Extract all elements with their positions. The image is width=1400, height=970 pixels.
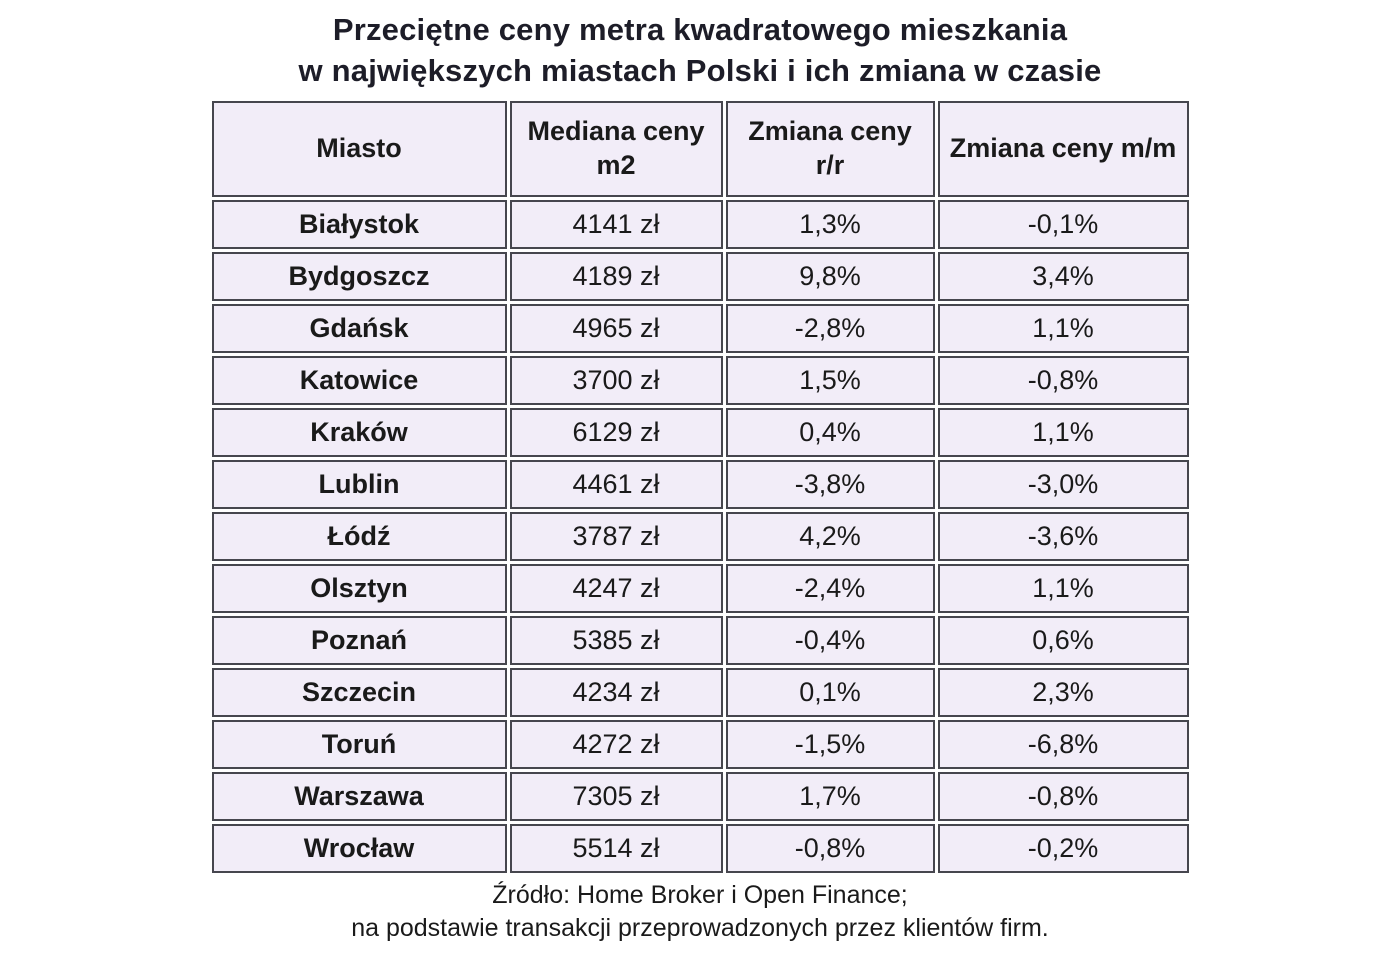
- value-cell: 1,1%: [937, 407, 1189, 457]
- page-title-line-2: w największych miastach Polski i ich zmi…: [298, 52, 1102, 88]
- value-cell: 0,4%: [725, 407, 935, 457]
- value-cell: -3,8%: [725, 459, 935, 509]
- city-cell: Białystok: [211, 199, 507, 249]
- value-cell: -0,8%: [725, 823, 935, 873]
- city-cell: Warszawa: [211, 771, 507, 821]
- city-cell: Bydgoszcz: [211, 251, 507, 301]
- page-title-line-1: Przeciętne ceny metra kwadratowego miesz…: [332, 12, 1068, 47]
- table-row: Gdańsk 4965 zł -2,8% 1,1%: [211, 303, 1189, 353]
- city-cell: Szczecin: [211, 667, 507, 717]
- value-cell: -6,8%: [937, 719, 1189, 769]
- value-cell: -1,5%: [725, 719, 935, 769]
- value-cell: 4965 zł: [509, 303, 723, 353]
- value-cell: -0,8%: [937, 355, 1189, 405]
- value-cell: 1,3%: [725, 199, 935, 249]
- column-header-miasto: Miasto: [211, 100, 507, 197]
- city-cell: Olsztyn: [211, 563, 507, 613]
- source-line-2: na podstawie transakcji przeprowadzonych…: [351, 913, 1049, 942]
- table-body: Białystok 4141 zł 1,3% -0,1% Bydgoszcz 4189 z…: [211, 199, 1189, 873]
- value-cell: 4461 zł: [509, 459, 723, 509]
- value-cell: 3787 zł: [509, 511, 723, 561]
- value-cell: 0,6%: [937, 615, 1189, 665]
- city-cell: Gdańsk: [211, 303, 507, 353]
- value-cell: 9,8%: [725, 251, 935, 301]
- value-cell: 4234 zł: [509, 667, 723, 717]
- value-cell: -2,8%: [725, 303, 935, 353]
- value-cell: 4141 zł: [509, 199, 723, 249]
- value-cell: -0,2%: [937, 823, 1189, 873]
- table-row: Szczecin 4234 zł 0,1% 2,3%: [211, 667, 1189, 717]
- city-cell: Katowice: [211, 355, 507, 405]
- table-row: Wrocław 5514 zł -0,8% -0,2%: [211, 823, 1189, 873]
- column-header-mediana: Mediana ceny m2: [509, 100, 723, 197]
- table-row: Warszawa 7305 zł 1,7% -0,8%: [211, 771, 1189, 821]
- value-cell: -0,1%: [937, 199, 1189, 249]
- value-cell: 2,3%: [937, 667, 1189, 717]
- column-header-zmiana-mm: Zmiana ceny m/m: [937, 100, 1189, 197]
- table-row: Lublin 4461 zł -3,8% -3,0%: [211, 459, 1189, 509]
- city-cell: Toruń: [211, 719, 507, 769]
- table-header: Miasto Mediana ceny m2 Zmiana ceny r/r Z…: [211, 100, 1189, 197]
- value-cell: 1,1%: [937, 563, 1189, 613]
- page-title: Przeciętne ceny metra kwadratowego miesz…: [0, 0, 1400, 92]
- value-cell: 5385 zł: [509, 615, 723, 665]
- city-cell: Łódź: [211, 511, 507, 561]
- price-table: Miasto Mediana ceny m2 Zmiana ceny r/r Z…: [208, 97, 1192, 876]
- value-cell: 5514 zł: [509, 823, 723, 873]
- table-row: Toruń 4272 zł -1,5% -6,8%: [211, 719, 1189, 769]
- value-cell: 4247 zł: [509, 563, 723, 613]
- value-cell: 0,1%: [725, 667, 935, 717]
- column-header-zmiana-rr: Zmiana ceny r/r: [725, 100, 935, 197]
- value-cell: -2,4%: [725, 563, 935, 613]
- header-row: Miasto Mediana ceny m2 Zmiana ceny r/r Z…: [211, 100, 1189, 197]
- value-cell: 4,2%: [725, 511, 935, 561]
- city-cell: Poznań: [211, 615, 507, 665]
- source-line-1: Źródło: Home Broker i Open Finance;: [492, 880, 908, 909]
- value-cell: -3,6%: [937, 511, 1189, 561]
- table-row: Łódź 3787 zł 4,2% -3,6%: [211, 511, 1189, 561]
- table-row: Poznań 5385 zł -0,4% 0,6%: [211, 615, 1189, 665]
- value-cell: 7305 zł: [509, 771, 723, 821]
- value-cell: 3,4%: [937, 251, 1189, 301]
- value-cell: -0,8%: [937, 771, 1189, 821]
- city-cell: Wrocław: [211, 823, 507, 873]
- value-cell: -3,0%: [937, 459, 1189, 509]
- city-cell: Lublin: [211, 459, 507, 509]
- value-cell: -0,4%: [725, 615, 935, 665]
- value-cell: 1,1%: [937, 303, 1189, 353]
- value-cell: 4189 zł: [509, 251, 723, 301]
- table-row: Bydgoszcz 4189 zł 9,8% 3,4%: [211, 251, 1189, 301]
- source-footer: Źródło: Home Broker i Open Finance; na p…: [0, 879, 1400, 945]
- table-row: Katowice 3700 zł 1,5% -0,8%: [211, 355, 1189, 405]
- value-cell: 1,5%: [725, 355, 935, 405]
- value-cell: 3700 zł: [509, 355, 723, 405]
- value-cell: 4272 zł: [509, 719, 723, 769]
- table-row: Olsztyn 4247 zł -2,4% 1,1%: [211, 563, 1189, 613]
- table-row: Kraków 6129 zł 0,4% 1,1%: [211, 407, 1189, 457]
- table-row: Białystok 4141 zł 1,3% -0,1%: [211, 199, 1189, 249]
- value-cell: 6129 zł: [509, 407, 723, 457]
- value-cell: 1,7%: [725, 771, 935, 821]
- city-cell: Kraków: [211, 407, 507, 457]
